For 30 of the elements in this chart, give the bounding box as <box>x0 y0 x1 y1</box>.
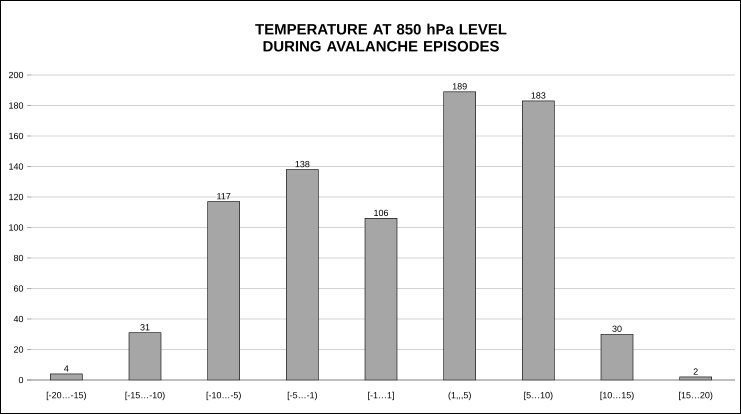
x-tick-label: [10…15) <box>600 392 634 400</box>
data-label: 117 <box>217 193 230 200</box>
y-tick-label: 100 <box>9 224 24 231</box>
y-tick-label: 20 <box>14 346 24 353</box>
data-label: 183 <box>532 92 546 99</box>
data-label: 106 <box>374 210 388 216</box>
x-tick-label: [-20…-15) <box>46 392 86 400</box>
x-tick-label: [-1…1] <box>368 392 394 400</box>
x-tick-label: [-15…-10) <box>125 392 165 400</box>
y-tick-label: 80 <box>14 254 24 262</box>
y-tick-label: 120 <box>9 194 24 200</box>
data-label: 4 <box>64 365 69 372</box>
y-tick-label: 200 <box>8 72 24 78</box>
chart-title: TEMPERATURE AT 850 hPa LEVEL DURING AVALANCHE EPISODES <box>255 24 506 52</box>
y-tick-label: 160 <box>9 132 24 140</box>
data-label: 138 <box>296 160 310 168</box>
y-tick-label: 140 <box>9 163 24 170</box>
data-label: 189 <box>452 83 467 90</box>
x-tick-label: [5…10) <box>524 392 552 400</box>
x-tick-label: [-10…-5) <box>206 392 241 400</box>
x-tick-label: [-5…-1) <box>288 392 317 400</box>
y-tick-label: 40 <box>14 316 24 322</box>
y-tick-label: 0 <box>18 376 24 384</box>
data-label: 31 <box>140 324 150 330</box>
y-tick-label: 180 <box>9 102 24 109</box>
data-label: 2 <box>694 368 698 375</box>
x-tick-label: (1,,,5) <box>448 392 471 400</box>
y-tick-label: 60 <box>14 285 24 292</box>
x-tick-label: [15…20) <box>679 392 712 400</box>
data-label: 30 <box>612 326 622 332</box>
